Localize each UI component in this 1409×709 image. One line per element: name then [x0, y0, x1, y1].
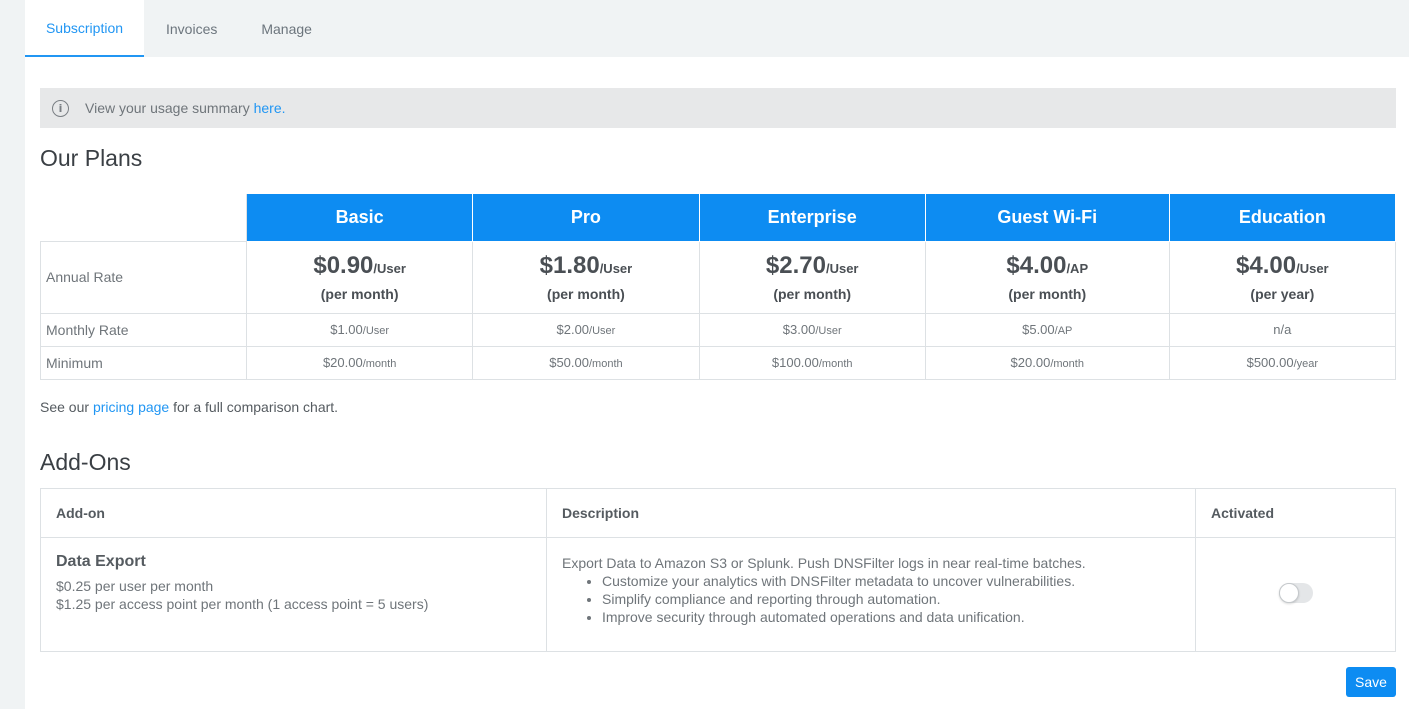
price-unit: /AP — [1066, 261, 1089, 276]
minimum-price-education: $500.00/year — [1168, 345, 1397, 380]
plan-header-pro: Pro — [472, 194, 700, 242]
usage-info-text: View your usage summary here. — [85, 100, 286, 116]
addon-price-user: $0.25 per user per month — [56, 578, 214, 594]
annual-rate-row: Annual Rate $0.90/User (per month) $1.80… — [40, 240, 1397, 314]
pricing-note: See our pricing page for a full comparis… — [40, 399, 338, 415]
tab-bar: Subscription Invoices Manage — [25, 0, 1409, 57]
price-value: $50.00 — [549, 355, 589, 370]
price-period: (per month) — [773, 286, 852, 302]
price-period: (per month) — [320, 286, 399, 302]
addon-activated-cell — [1195, 537, 1396, 652]
price-unit: /User — [815, 325, 842, 337]
price-value: n/a — [1273, 322, 1292, 337]
addon-benefits-list: Customize your analytics with DNSFilter … — [602, 572, 1180, 626]
subscription-panel: i View your usage summary here. Our Plan… — [25, 57, 1409, 709]
info-icon: i — [52, 99, 69, 117]
table-row: Data Export $0.25 per user per month $1.… — [40, 537, 1396, 652]
price-unit: /User — [1296, 261, 1329, 276]
plan-header-basic: Basic — [245, 194, 474, 242]
price-unit: /User — [825, 261, 859, 276]
plans-table: Basic Pro Enterprise Guest Wi-Fi Educati… — [40, 194, 1397, 380]
monthly-price-pro: $2.00/User — [472, 312, 700, 347]
annual-price-pro: $1.80/User (per month) — [472, 240, 700, 314]
addon-info-cell: Data Export $0.25 per user per month $1.… — [40, 537, 547, 652]
annual-price-enterprise: $2.70/User (per month) — [698, 240, 926, 314]
price-period: (per year) — [1250, 286, 1315, 302]
price-value: $0.90 — [313, 252, 374, 279]
price-unit: /month — [362, 358, 397, 370]
addons-header-activated: Activated — [1195, 488, 1396, 538]
price-period: (per month) — [1008, 286, 1087, 302]
annual-price-guest-wifi: $4.00/AP (per month) — [924, 240, 1170, 314]
price-unit: /month — [1050, 358, 1084, 370]
list-item: Customize your analytics with DNSFilter … — [602, 572, 1180, 590]
monthly-price-education: n/a — [1168, 312, 1397, 347]
plans-heading: Our Plans — [40, 145, 143, 171]
price-value: $1.80 — [539, 252, 600, 279]
plan-header-enterprise: Enterprise — [698, 194, 926, 242]
price-value: $3.00 — [782, 322, 816, 337]
row-label-monthly: Monthly Rate — [40, 312, 247, 347]
price-value: $500.00 — [1246, 355, 1294, 370]
price-value: $2.70 — [765, 252, 826, 279]
price-unit: /year — [1293, 358, 1319, 370]
monthly-price-basic: $1.00/User — [245, 312, 474, 347]
addon-name: Data Export — [56, 553, 146, 570]
monthly-price-guest-wifi: $5.00/AP — [924, 312, 1170, 347]
monthly-price-enterprise: $3.00/User — [698, 312, 926, 347]
annual-price-basic: $0.90/User (per month) — [245, 240, 474, 314]
pricing-note-suffix: for a full comparison chart. — [169, 399, 339, 415]
price-value: $5.00 — [1022, 322, 1055, 337]
price-unit: /User — [362, 325, 390, 337]
addons-table: Add-on Description Activated Data Export… — [40, 488, 1396, 652]
plans-corner-cell — [40, 194, 247, 242]
minimum-price-guest-wifi: $20.00/month — [924, 345, 1170, 380]
price-unit: /month — [818, 358, 853, 370]
price-value: $2.00 — [556, 322, 590, 337]
monthly-rate-row: Monthly Rate $1.00/User $2.00/User $3.00… — [40, 312, 1397, 347]
price-unit: /User — [599, 261, 633, 276]
price-value: $1.00 — [330, 322, 363, 337]
price-value: $20.00 — [1010, 355, 1051, 370]
price-unit: /AP — [1054, 325, 1073, 337]
minimum-price-enterprise: $100.00/month — [698, 345, 926, 380]
pricing-note-prefix: See our — [40, 399, 93, 415]
usage-info-label: View your usage summary — [85, 100, 254, 116]
price-value: $4.00 — [1006, 252, 1067, 279]
toggle-knob — [1278, 583, 1299, 603]
addon-description: Export Data to Amazon S3 or Splunk. Push… — [562, 555, 1086, 571]
save-button[interactable]: Save — [1346, 667, 1396, 697]
usage-info-banner: i View your usage summary here. — [40, 88, 1396, 128]
addon-price-access-point: $1.25 per access point per month (1 acce… — [56, 596, 429, 612]
usage-summary-link[interactable]: here. — [253, 100, 286, 116]
plan-header-guest-wifi: Guest Wi-Fi — [924, 194, 1170, 242]
price-unit: /month — [588, 358, 623, 370]
price-value: $20.00 — [322, 355, 363, 370]
minimum-price-pro: $50.00/month — [472, 345, 700, 380]
price-unit: /User — [589, 325, 616, 337]
annual-price-education: $4.00/User (per year) — [1168, 240, 1397, 314]
addons-heading: Add-Ons — [40, 449, 131, 475]
row-label-minimum: Minimum — [40, 345, 247, 380]
pricing-page-link[interactable]: pricing page — [92, 399, 170, 415]
row-label-annual: Annual Rate — [40, 240, 247, 314]
price-unit: /User — [373, 261, 406, 276]
tab-subscription[interactable]: Subscription — [25, 0, 144, 57]
list-item: Improve security through automated opera… — [602, 608, 1180, 626]
price-value: $4.00 — [1236, 252, 1297, 279]
addons-header-description: Description — [546, 488, 1196, 538]
plan-header-education: Education — [1168, 194, 1397, 242]
list-item: Simplify compliance and reporting throug… — [602, 590, 1180, 608]
tab-invoices[interactable]: Invoices — [166, 20, 218, 37]
price-period: (per month) — [547, 286, 625, 302]
addon-description-cell: Export Data to Amazon S3 or Splunk. Push… — [546, 537, 1196, 652]
addons-header-addon: Add-on — [40, 488, 547, 538]
minimum-row: Minimum $20.00/month $50.00/month $100.0… — [40, 345, 1397, 380]
data-export-toggle[interactable] — [1278, 583, 1313, 603]
tab-manage[interactable]: Manage — [261, 20, 312, 37]
minimum-price-basic: $20.00/month — [245, 345, 474, 380]
price-value: $100.00 — [771, 355, 819, 370]
